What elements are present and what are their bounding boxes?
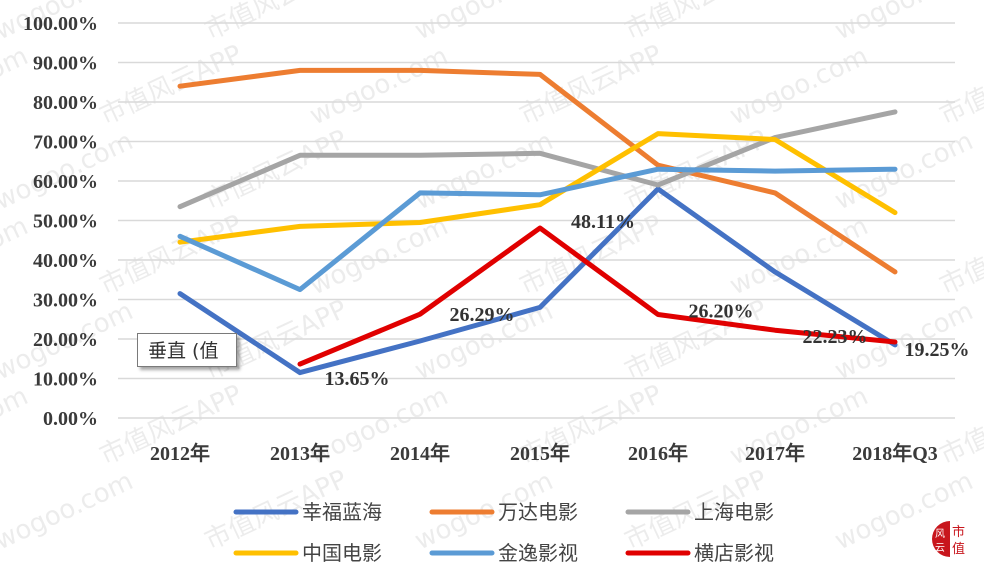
legend-item[interactable]: 幸福蓝海 [233, 500, 382, 524]
series-line[interactable] [177, 67, 898, 275]
watermark-text: 市值风云APP [95, 39, 246, 131]
watermark-text: wogoo.com [305, 41, 453, 131]
watermark-text: 市值风云APP [935, 379, 984, 471]
y-tick-label: 60.00% [33, 171, 98, 193]
watermark-text: wogoo.com [0, 211, 33, 301]
series-line[interactable] [297, 225, 898, 367]
watermark-text: wogoo.com [725, 41, 873, 131]
legend-label: 横店影视 [694, 541, 774, 565]
x-axis: 2012年 2013年 2014年 2015年 2016年 2017年 2018年Q3 [150, 441, 938, 465]
series-line[interactable] [177, 131, 898, 245]
data-labels: 13.65% 26.29% 48.11% 26.20% 22.23% 19.25% [325, 211, 970, 390]
data-label: 26.29% [450, 304, 515, 326]
data-label: 22.23% [803, 326, 868, 348]
y-tick-label: 50.00% [33, 211, 98, 233]
legend-item[interactable]: 万达电影 [429, 500, 578, 524]
data-label: 13.65% [325, 368, 390, 390]
tooltip-text: 垂直 (值 [148, 340, 219, 362]
y-tick-label: 100.00% [23, 13, 98, 35]
legend-label: 中国电影 [302, 541, 382, 565]
series-line[interactable] [177, 166, 898, 293]
watermark-text: 市值风云APP [935, 209, 984, 301]
y-tick-label: 80.00% [33, 92, 98, 114]
x-tick-label: 2012年 [150, 441, 210, 465]
logo-left-top: 风 [935, 528, 945, 540]
x-tick-label: 2016年 [628, 441, 688, 465]
y-axis: 0.00% 10.00% 20.00% 30.00% 40.00% 50.00% 60.00… [23, 13, 98, 430]
x-tick-label: 2014年 [390, 441, 450, 465]
watermark-text: wogoo.com [0, 466, 138, 556]
axis-tooltip: 垂直 (值 [137, 333, 237, 367]
y-tick-label: 90.00% [33, 53, 98, 75]
legend-item[interactable]: 中国电影 [233, 541, 382, 565]
watermark-layer: wogoo.com 市值风云APP wogoo.com 市值风云APP wogoo.co… [0, 0, 984, 556]
series-line[interactable] [177, 186, 898, 376]
legend-item[interactable]: 上海电影 [625, 500, 774, 524]
watermark-text: 市值风云APP [935, 39, 984, 131]
logo-right-bottom: 值 [952, 541, 965, 557]
x-tick-label: 2017年 [745, 441, 805, 465]
x-tick-label: 2015年 [510, 441, 570, 465]
watermark-text: wogoo.com [0, 381, 33, 471]
watermark-text: 市值风云APP [200, 124, 351, 216]
watermark-text: 市值风云APP [515, 39, 666, 131]
legend-label: 上海电影 [694, 500, 774, 524]
legend-item[interactable]: 金逸影视 [429, 541, 578, 565]
data-label: 48.11% [571, 211, 635, 233]
watermark-text: wogoo.com [0, 41, 33, 131]
y-tick-label: 0.00% [43, 408, 98, 430]
logo-icon: 风 云 市 值 [932, 521, 965, 557]
logo-left-bottom: 云 [935, 543, 945, 554]
legend-label: 幸福蓝海 [302, 500, 382, 524]
brand-logo: 风 云 市 值 [930, 519, 970, 559]
x-tick-label: 2013年 [270, 441, 330, 465]
logo-right-top: 市 [952, 524, 965, 540]
y-tick-label: 40.00% [33, 250, 98, 272]
legend-label: 万达电影 [498, 500, 578, 524]
y-tick-label: 20.00% [33, 329, 98, 351]
x-tick-label: 2018年Q3 [852, 441, 938, 465]
y-tick-label: 30.00% [33, 290, 98, 312]
data-label: 26.20% [689, 301, 754, 323]
y-tick-label: 70.00% [33, 132, 98, 154]
data-label: 19.25% [905, 339, 970, 361]
legend-item[interactable]: 横店影视 [625, 541, 774, 565]
y-tick-label: 10.00% [33, 369, 98, 391]
legend-label: 金逸影视 [498, 541, 578, 565]
series-lines [177, 67, 898, 376]
